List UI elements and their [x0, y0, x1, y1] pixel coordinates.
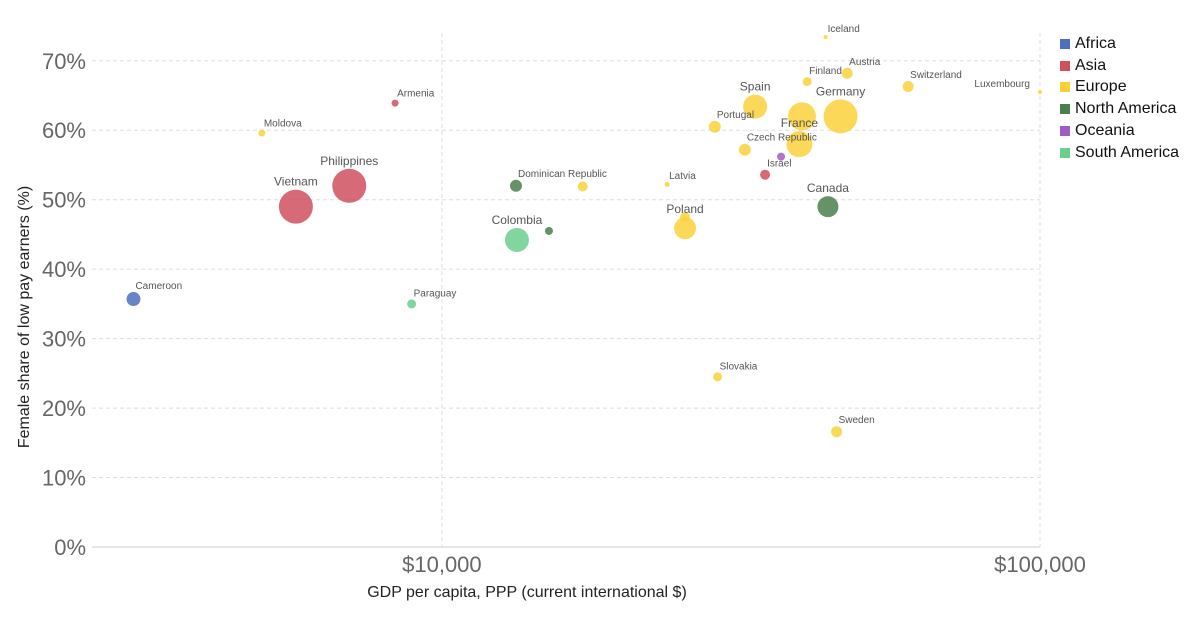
point-label: Paraguay: [414, 288, 457, 299]
legend-swatch: [1060, 104, 1070, 115]
legend-label: Europe: [1075, 78, 1127, 96]
legend-swatch: [1060, 38, 1070, 49]
x-axis-title: GDP per capita, PPP (current internation…: [367, 584, 687, 601]
point-label: Czech Republic: [747, 133, 817, 144]
point-label: Slovakia: [720, 361, 758, 372]
data-point[interactable]: [743, 94, 768, 119]
point-label: Israel: [767, 159, 791, 170]
point-label: Spain: [740, 80, 771, 94]
y-tick-label: 30%: [42, 327, 86, 352]
legend-swatch: [1060, 126, 1070, 137]
data-point[interactable]: [126, 292, 141, 307]
y-tick-label: 70%: [42, 49, 86, 74]
data-point[interactable]: [544, 226, 553, 235]
data-point[interactable]: [738, 143, 751, 156]
data-point[interactable]: [278, 189, 313, 224]
y-tick-label: 40%: [42, 257, 86, 282]
legend-label: South America: [1075, 143, 1180, 161]
legend-item[interactable]: Europe: [1060, 77, 1179, 99]
data-point[interactable]: [802, 77, 812, 87]
data-point[interactable]: [391, 99, 399, 107]
data-point[interactable]: [1038, 90, 1042, 95]
data-point[interactable]: [831, 426, 843, 438]
legend: Africa Asia Europe North America Oceania Sout…: [1060, 33, 1179, 164]
data-point[interactable]: [674, 217, 697, 240]
data-point[interactable]: [760, 169, 771, 180]
legend-item[interactable]: Africa: [1060, 33, 1179, 55]
point-label: Iceland: [828, 24, 860, 35]
point-label: Philippines: [320, 154, 378, 168]
point-label: Portugal: [717, 110, 754, 121]
x-tick-label: $10,000: [402, 552, 482, 577]
point-label: Vietnam: [274, 175, 318, 189]
data-point[interactable]: [786, 131, 813, 158]
data-point[interactable]: [817, 196, 839, 218]
point-layer: [126, 35, 1042, 438]
legend-label: Oceania: [1075, 122, 1135, 140]
data-point[interactable]: [841, 67, 853, 79]
data-point[interactable]: [509, 179, 522, 192]
y-tick-label: 50%: [42, 188, 86, 213]
data-point[interactable]: [787, 102, 816, 131]
data-point[interactable]: [823, 99, 858, 134]
point-label: Cameroon: [135, 281, 182, 292]
legend-label: Asia: [1075, 56, 1107, 74]
x-tick-label: $100,000: [994, 552, 1086, 577]
point-label: Dominican Republic: [518, 169, 607, 180]
data-point[interactable]: [708, 120, 721, 133]
y-tick-label: 10%: [42, 466, 86, 491]
point-label: Moldova: [264, 119, 302, 130]
y-axis-title: Female share of low pay earners (%): [16, 186, 33, 448]
point-label: Sweden: [839, 415, 875, 426]
point-label: Finland: [809, 66, 842, 77]
data-point[interactable]: [664, 181, 670, 187]
legend-item[interactable]: North America: [1060, 98, 1179, 120]
legend-label: North America: [1075, 100, 1177, 118]
point-label: Germany: [816, 84, 865, 98]
point-label: Latvia: [669, 171, 696, 182]
data-point[interactable]: [777, 152, 786, 161]
data-point[interactable]: [823, 35, 828, 40]
data-point[interactable]: [713, 372, 723, 382]
point-label: Armenia: [397, 89, 435, 100]
data-point[interactable]: [407, 299, 417, 309]
point-label: Colombia: [492, 213, 543, 227]
data-point[interactable]: [577, 181, 588, 192]
tick-layer: 0% 10% 20% 30% 40% 50% 60% 70% $10,000 $100,000: [42, 49, 1086, 577]
legend-item[interactable]: Oceania: [1060, 120, 1179, 142]
grid-layer: [92, 33, 1041, 548]
legend-item[interactable]: South America: [1060, 142, 1179, 164]
data-point[interactable]: [504, 227, 529, 252]
point-label: Canada: [807, 181, 849, 195]
legend-swatch: [1060, 60, 1070, 71]
y-tick-label: 20%: [42, 396, 86, 421]
point-label: France: [781, 116, 819, 130]
point-label: Poland: [666, 202, 703, 216]
legend-swatch: [1060, 82, 1070, 93]
point-label: Austria: [849, 57, 881, 68]
y-tick-label: 60%: [42, 118, 86, 143]
legend-item[interactable]: Asia: [1060, 55, 1179, 77]
point-label: Switzerland: [910, 70, 962, 81]
point-label: Luxembourg: [974, 79, 1030, 90]
data-point[interactable]: [902, 80, 914, 92]
data-point[interactable]: [258, 129, 266, 137]
legend-label: Africa: [1075, 34, 1116, 52]
data-point[interactable]: [332, 168, 367, 203]
data-point[interactable]: [680, 212, 691, 223]
legend-swatch: [1060, 147, 1070, 158]
y-tick-label: 0%: [54, 535, 86, 560]
